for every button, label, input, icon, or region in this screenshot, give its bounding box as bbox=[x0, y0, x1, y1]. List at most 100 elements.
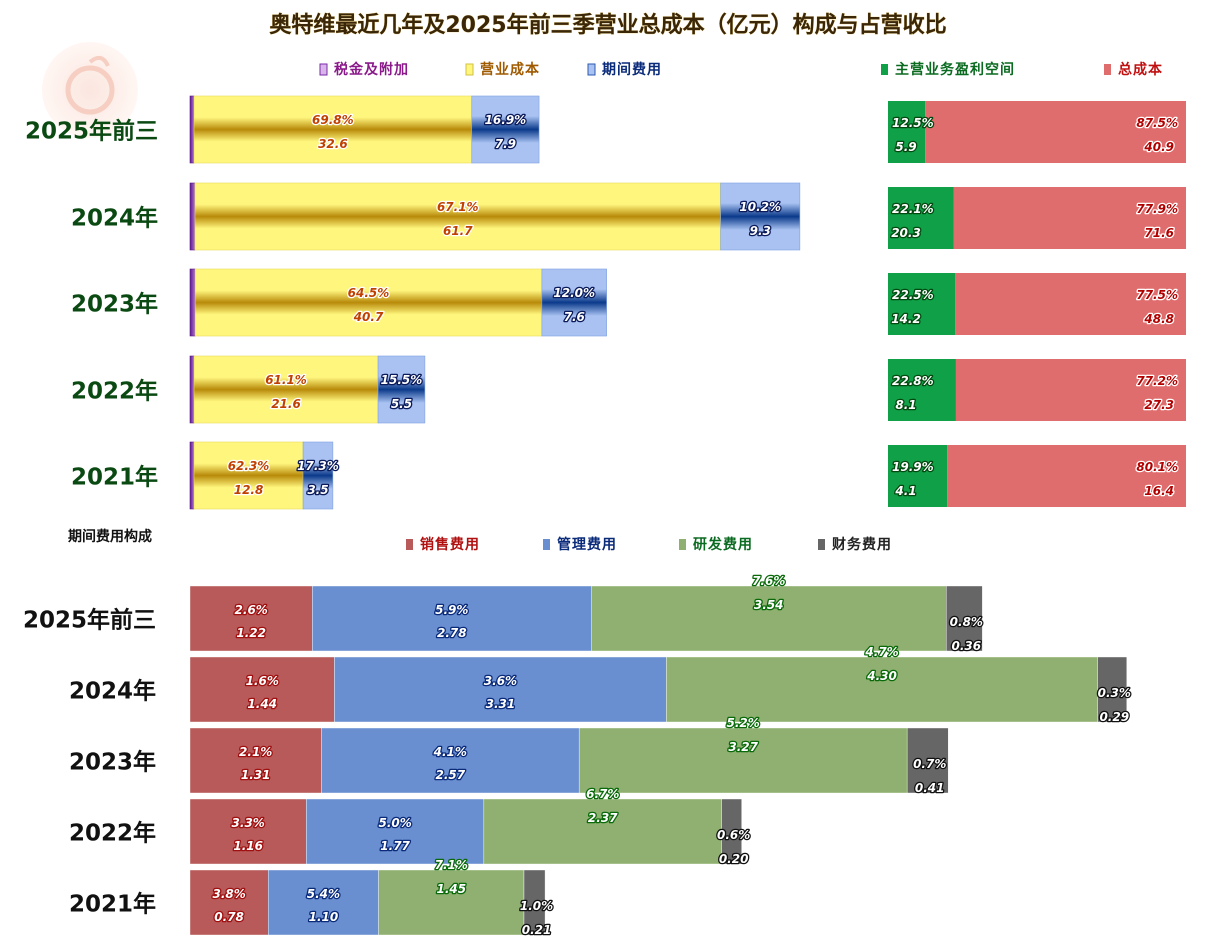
legend-label-2: 研发费用 bbox=[693, 536, 753, 553]
bar-1-row-0 bbox=[193, 95, 473, 164]
legend-swatch-2 bbox=[679, 539, 686, 550]
subchart-title: 期间费用构成 bbox=[68, 528, 152, 545]
expense-pct-3-row-1: 0.3% bbox=[1098, 686, 1131, 700]
year-label-bottom-0: 2025年前三 bbox=[23, 607, 156, 634]
expense-value-2-row-0: 3.54 bbox=[754, 598, 784, 612]
expense-value-3-row-4: 0.21 bbox=[522, 923, 552, 937]
total-value-row-4: 16.4 bbox=[1144, 484, 1174, 498]
expense-pct-1-row-2: 4.1% bbox=[433, 745, 467, 759]
expense-bar-3-row-0 bbox=[946, 585, 983, 652]
pct-label-2-row-0: 16.9% bbox=[485, 113, 527, 127]
total-pct-row-3: 77.2% bbox=[1136, 374, 1178, 388]
expense-value-1-row-4: 1.10 bbox=[309, 910, 339, 924]
profit-bar-row-1 bbox=[888, 187, 954, 249]
expense-value-0-row-1: 1.44 bbox=[247, 697, 277, 711]
year-label-bottom-1: 2024年 bbox=[69, 678, 156, 705]
bar-1-row-1 bbox=[194, 182, 721, 251]
profit-value-row-4: 4.1 bbox=[894, 484, 916, 498]
expense-pct-3-row-0: 0.8% bbox=[950, 615, 983, 629]
year-label-bottom-3: 2022年 bbox=[69, 820, 156, 847]
profit-value-row-3: 8.1 bbox=[895, 398, 916, 412]
expense-pct-2-row-4: 7.1% bbox=[435, 858, 468, 872]
legend-label-2: 期间费用 bbox=[602, 61, 662, 78]
expense-pct-1-row-1: 3.6% bbox=[484, 674, 517, 688]
bar-2-row-2 bbox=[541, 268, 607, 337]
bar-0-row-2 bbox=[189, 268, 196, 337]
pct-label-1-row-4: 62.3% bbox=[228, 459, 270, 473]
year-label-top-4: 2021年 bbox=[71, 464, 158, 491]
bar-2-row-3 bbox=[377, 355, 426, 424]
profit-bar-row-3 bbox=[888, 359, 956, 421]
pct-label-2-row-3: 15.5% bbox=[381, 373, 423, 387]
total-bar-row-1 bbox=[953, 187, 1186, 249]
expense-bar-3-row-3 bbox=[721, 798, 742, 865]
expense-pct-1-row-0: 5.9% bbox=[435, 603, 468, 617]
expense-pct-0-row-0: 2.6% bbox=[235, 603, 268, 617]
stacked-bars-top: 0.8%0.3569.8%32.616.9%7.90.6%0.5867.1%61… bbox=[189, 95, 801, 510]
legend-label-1: 管理费用 bbox=[557, 536, 617, 553]
expense-pct-1-row-3: 5.0% bbox=[378, 816, 411, 830]
value-label-1-row-1: 61.7 bbox=[443, 224, 473, 238]
expense-value-0-row-2: 1.31 bbox=[241, 768, 271, 782]
legend-label-0: 主营业务盈利空间 bbox=[895, 61, 1015, 78]
pct-label-2-row-4: 17.3% bbox=[297, 459, 339, 473]
expense-bar-3-row-4 bbox=[523, 869, 546, 936]
expense-bar-0-row-3 bbox=[189, 798, 307, 865]
legend-swatch-0 bbox=[406, 539, 413, 550]
total-value-row-0: 40.9 bbox=[1143, 140, 1174, 154]
expense-value-3-row-0: 0.36 bbox=[952, 639, 982, 653]
bar-0-row-3 bbox=[189, 355, 195, 424]
expense-bar-3-row-1 bbox=[1097, 656, 1128, 723]
profit-bar-row-0 bbox=[888, 101, 926, 163]
profit-pct-row-3: 22.8% bbox=[892, 374, 934, 388]
pct-label-1-row-0: 69.8% bbox=[312, 113, 354, 127]
expense-pct-2-row-2: 5.2% bbox=[727, 716, 760, 730]
total-pct-row-4: 80.1% bbox=[1136, 460, 1178, 474]
legend-label-0: 税金及附加 bbox=[334, 61, 409, 78]
expense-pct-2-row-3: 6.7% bbox=[586, 787, 619, 801]
bar-1-row-2 bbox=[194, 268, 543, 337]
total-value-row-2: 48.8 bbox=[1143, 312, 1174, 326]
legend-right: 主营业务盈利空间 总成本 bbox=[881, 60, 1163, 79]
expense-bar-0-row-0 bbox=[189, 585, 313, 652]
expense-value-2-row-2: 3.27 bbox=[728, 740, 758, 754]
expense-bar-1-row-2 bbox=[321, 727, 580, 794]
percent-bars-right: 12.5% 5.9 87.5% 40.9 22.1% 20.3 77.9% 71.6 22.5%… bbox=[888, 101, 1186, 507]
expense-bar-0-row-1 bbox=[189, 656, 335, 723]
value-label-1-row-2: 40.7 bbox=[353, 310, 384, 324]
value-label-2-row-2: 7.6 bbox=[564, 310, 585, 324]
expense-value-3-row-1: 0.29 bbox=[1099, 710, 1129, 724]
value-label-2-row-4: 3.5 bbox=[307, 483, 328, 497]
profit-value-row-2: 14.2 bbox=[891, 312, 921, 326]
expense-pct-0-row-3: 3.3% bbox=[232, 816, 265, 830]
expense-value-3-row-3: 0.20 bbox=[719, 852, 749, 866]
pct-label-1-row-2: 64.5% bbox=[348, 286, 390, 300]
chart-title: 奥特维最近几年及2025年前三季营业总成本（亿元）构成与占营收比 bbox=[269, 12, 946, 38]
total-bar-row-4 bbox=[947, 445, 1186, 507]
profit-bar-row-2 bbox=[888, 273, 956, 335]
profit-value-row-1: 20.3 bbox=[891, 226, 921, 240]
expense-value-2-row-4: 1.45 bbox=[436, 882, 466, 896]
expense-bar-2-row-2 bbox=[578, 727, 908, 794]
legend-swatch-1 bbox=[543, 539, 550, 550]
legend-label-0: 销售费用 bbox=[420, 536, 480, 553]
legend-swatch-0 bbox=[319, 63, 328, 76]
expense-pct-1-row-4: 5.4% bbox=[307, 887, 340, 901]
legend-swatch-3 bbox=[818, 539, 825, 550]
profit-pct-row-0: 12.5% bbox=[892, 116, 934, 130]
expense-value-0-row-3: 1.16 bbox=[233, 839, 263, 853]
year-label-bottom-2: 2023年 bbox=[69, 749, 156, 776]
expense-value-0-row-0: 1.22 bbox=[236, 626, 266, 640]
total-bar-row-2 bbox=[955, 273, 1186, 335]
legend-label-1: 总成本 bbox=[1118, 61, 1163, 78]
total-value-row-1: 71.6 bbox=[1144, 226, 1174, 240]
year-label-top-0: 2025年前三 bbox=[25, 118, 158, 145]
value-label-2-row-1: 9.3 bbox=[750, 224, 771, 238]
year-label-top-1: 2024年 bbox=[71, 205, 158, 232]
expense-bar-1-row-3 bbox=[306, 798, 485, 865]
expense-value-1-row-0: 2.78 bbox=[437, 626, 467, 640]
bar-2-row-0 bbox=[471, 95, 540, 164]
bar-2-row-4 bbox=[302, 441, 334, 510]
legend-label-1: 营业成本 bbox=[480, 61, 540, 78]
